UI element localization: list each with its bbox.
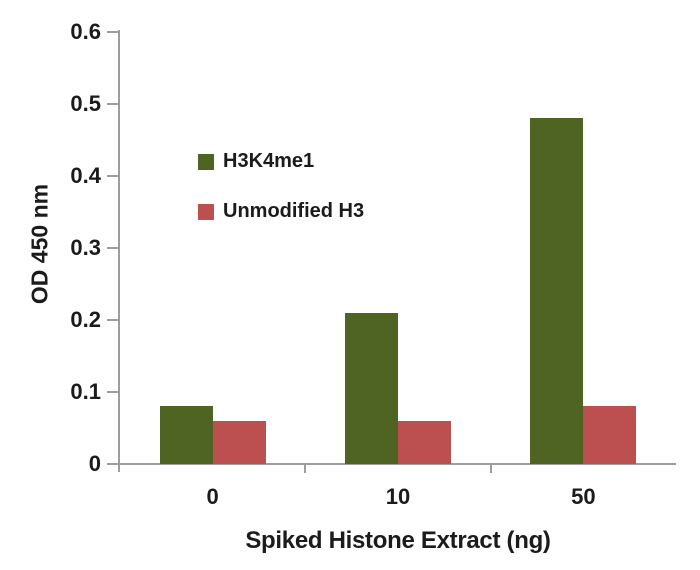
- bar-unmodified-h3: [397, 420, 451, 464]
- legend-swatch-h3k4me1: [198, 153, 214, 170]
- y-tick-label: 0: [88, 451, 101, 476]
- x-tick-label: 0: [206, 484, 219, 509]
- bar-group-50: [491, 32, 676, 464]
- bar-h3k4me1: [159, 406, 213, 464]
- legend-label: H3K4me1: [223, 150, 315, 172]
- y-tick-mark: [107, 391, 119, 393]
- bar-group-0: [120, 32, 305, 464]
- x-axis-title: Spiked Histone Extract (ng): [245, 527, 551, 554]
- x-tick-label: 10: [385, 484, 411, 509]
- y-axis-line: [118, 30, 120, 472]
- bar-h3k4me1: [344, 312, 398, 464]
- y-tick-mark: [107, 103, 119, 105]
- x-axis-line: [118, 463, 676, 465]
- y-tick-mark: [107, 247, 119, 249]
- y-tick-label: 0.2: [70, 307, 101, 332]
- x-tick-label: 50: [571, 484, 596, 509]
- bar-h3k4me1: [530, 118, 584, 464]
- y-tick-label: 0.3: [70, 235, 101, 260]
- bar-group-10: [305, 32, 490, 464]
- legend: H3K4me1 Unmodified H3: [198, 150, 364, 250]
- y-tick-mark: [107, 31, 119, 33]
- x-tick-mark: [489, 464, 492, 473]
- y-tick-label: 0.1: [70, 379, 101, 404]
- bar-unmodified-h3: [583, 406, 637, 464]
- y-tick-mark: [107, 175, 119, 177]
- y-tick-label: 0.5: [70, 91, 101, 116]
- legend-item-unmodified-h3: Unmodified H3: [198, 200, 364, 223]
- y-tick-label: 0.4: [70, 163, 101, 188]
- y-tick-mark: [107, 463, 119, 465]
- y-tick-label: 0.6: [70, 19, 101, 44]
- bar-unmodified-h3: [212, 420, 266, 464]
- x-tick-mark: [304, 464, 307, 473]
- legend-label: Unmodified H3: [223, 200, 365, 222]
- legend-item-h3k4me1: H3K4me1: [198, 150, 364, 173]
- legend-swatch-unmodified-h3: [198, 203, 214, 220]
- y-tick-mark: [107, 319, 119, 321]
